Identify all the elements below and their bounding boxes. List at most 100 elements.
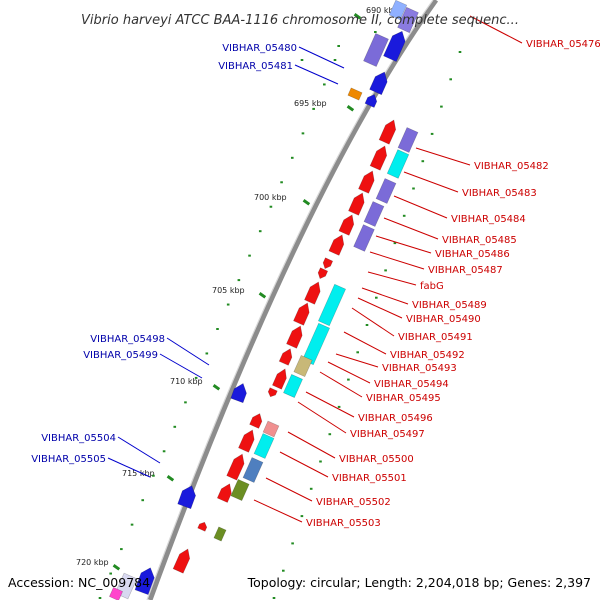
- gene-label-plus[interactable]: VIBHAR_05476: [526, 39, 600, 50]
- gene-label-plus[interactable]: VIBHAR_05496: [358, 413, 433, 424]
- ruler-dot: [319, 460, 322, 463]
- ruler-dot: [323, 83, 326, 86]
- ruler-dot: [337, 405, 341, 408]
- genome-summary: Topology: circular; Length: 2,204,018 bp…: [247, 575, 591, 590]
- gene-label-plus[interactable]: VIBHAR_05494: [374, 379, 449, 390]
- leader-line: [415, 147, 471, 166]
- gene-label-plus[interactable]: VIBHAR_05486: [435, 249, 510, 260]
- gene-label-plus[interactable]: VIBHAR_05503: [306, 518, 381, 529]
- gene-label-minus[interactable]: VIBHAR_05498: [90, 334, 165, 345]
- ruler-dot: [365, 324, 369, 326]
- plus-strand-gene[interactable]: [304, 281, 321, 305]
- plus-strand-gene[interactable]: [172, 548, 191, 574]
- plus-strand-gene[interactable]: [267, 387, 278, 398]
- plus-strand-gene[interactable]: [322, 257, 334, 270]
- ruler-dot: [312, 107, 315, 110]
- gene-olive-block[interactable]: [230, 478, 250, 502]
- gene-tan-block[interactable]: [293, 354, 313, 378]
- minus-strand-gene[interactable]: [364, 94, 378, 108]
- gene-cyan-block[interactable]: [317, 283, 347, 327]
- plus-strand-gene[interactable]: [317, 267, 329, 280]
- gene-label-plus[interactable]: VIBHAR_05491: [398, 332, 473, 343]
- plus-strand-gene[interactable]: [278, 348, 293, 366]
- gene-label-plus[interactable]: VIBHAR_05502: [316, 497, 391, 508]
- minus-strand-gene[interactable]: [177, 485, 196, 510]
- gene-label-plus[interactable]: VIBHAR_05495: [366, 393, 441, 404]
- plus-strand-gene[interactable]: [328, 234, 345, 256]
- gene-steel-block[interactable]: [242, 457, 264, 483]
- gene-label-plus[interactable]: VIBHAR_05490: [406, 314, 481, 325]
- backbone-arc: [147, 0, 439, 600]
- ruler-dot: [216, 328, 219, 330]
- gene-label-plus[interactable]: VIBHAR_05489: [412, 300, 487, 311]
- gene-purple-block[interactable]: [353, 224, 375, 252]
- gene-label-plus[interactable]: VIBHAR_05482: [474, 161, 549, 172]
- leader-line: [298, 46, 345, 69]
- plus-strand-gene[interactable]: [216, 483, 232, 503]
- plus-strand-gene[interactable]: [293, 302, 310, 326]
- ruler-dot: [449, 78, 452, 81]
- plus-strand-gene[interactable]: [358, 170, 375, 194]
- gene-label-plus[interactable]: VIBHAR_05500: [339, 454, 414, 465]
- ruler-dot: [301, 132, 305, 135]
- gene-purple-block[interactable]: [397, 127, 419, 153]
- tick-label: 690 kbp: [366, 6, 399, 15]
- leader-lines: [107, 15, 523, 523]
- ruler-dot: [272, 597, 276, 599]
- plus-strand-gene[interactable]: [272, 368, 287, 390]
- gene-pink-block[interactable]: [262, 420, 280, 438]
- plus-strand-gene[interactable]: [249, 413, 263, 429]
- gene-layer: [109, 0, 419, 600]
- gene-label-plus[interactable]: fabG: [420, 281, 444, 292]
- gene-magenta-block[interactable]: [109, 587, 123, 600]
- major-tick: [212, 384, 221, 391]
- gene-label-plus[interactable]: VIBHAR_05492: [390, 350, 465, 361]
- gene-label-plus[interactable]: VIBHAR_05487: [428, 265, 503, 276]
- ruler-dot: [374, 31, 377, 33]
- minus-strand-gene[interactable]: [383, 30, 406, 62]
- gene-label-minus[interactable]: VIBHAR_05505: [31, 454, 106, 465]
- gene-purple-block[interactable]: [375, 178, 397, 204]
- ruler-dot: [194, 376, 198, 379]
- gene-label-plus[interactable]: VIBHAR_05483: [462, 188, 537, 199]
- plus-strand-gene[interactable]: [197, 521, 208, 532]
- plus-strand-gene[interactable]: [286, 325, 303, 349]
- gene-purple-block[interactable]: [397, 6, 419, 34]
- minus-strand-gene[interactable]: [134, 567, 155, 595]
- major-tick: [112, 564, 121, 571]
- major-tick: [346, 105, 355, 112]
- gene-light-block[interactable]: [388, 0, 408, 21]
- plus-strand-gene[interactable]: [369, 145, 388, 171]
- gene-orange-block[interactable]: [347, 87, 363, 101]
- gene-label-minus[interactable]: VIBHAR_05504: [41, 433, 116, 444]
- plus-strand-gene[interactable]: [238, 429, 255, 453]
- plus-strand-gene[interactable]: [378, 119, 397, 145]
- gene-cyan-block[interactable]: [283, 374, 303, 398]
- plus-strand-gene[interactable]: [338, 214, 355, 236]
- gene-label-minus[interactable]: VIBHAR_05499: [83, 350, 158, 361]
- gene-olive-block[interactable]: [213, 526, 227, 542]
- ruler-dot: [280, 181, 283, 184]
- ruler-dot: [109, 572, 112, 575]
- leader-line: [253, 499, 303, 523]
- minus-strand-gene[interactable]: [230, 383, 247, 404]
- gene-label-plus[interactable]: VIBHAR_05497: [350, 429, 425, 440]
- minus-strand-gene[interactable]: [369, 71, 388, 96]
- gene-cyan-block[interactable]: [386, 149, 410, 179]
- gene-label-plus[interactable]: VIBHAR_05484: [451, 214, 526, 225]
- plus-strand-gene[interactable]: [226, 453, 245, 481]
- gene-label-plus[interactable]: VIBHAR_05501: [332, 473, 407, 484]
- gene-purple-block[interactable]: [363, 33, 389, 67]
- ruler-dot: [393, 242, 397, 245]
- plus-strand-gene[interactable]: [348, 192, 365, 216]
- leader-line: [287, 431, 336, 459]
- leader-line: [403, 171, 459, 193]
- gene-label-minus[interactable]: VIBHAR_05481: [218, 61, 293, 72]
- gene-cyan-block[interactable]: [253, 433, 275, 459]
- gene-label-minus[interactable]: VIBHAR_05480: [222, 43, 297, 54]
- ruler-dot: [162, 450, 166, 453]
- gene-purple-block[interactable]: [363, 201, 385, 227]
- gene-label-plus[interactable]: VIBHAR_05493: [382, 363, 457, 374]
- ruler-dot: [282, 569, 285, 572]
- gene-label-plus[interactable]: VIBHAR_05485: [442, 235, 517, 246]
